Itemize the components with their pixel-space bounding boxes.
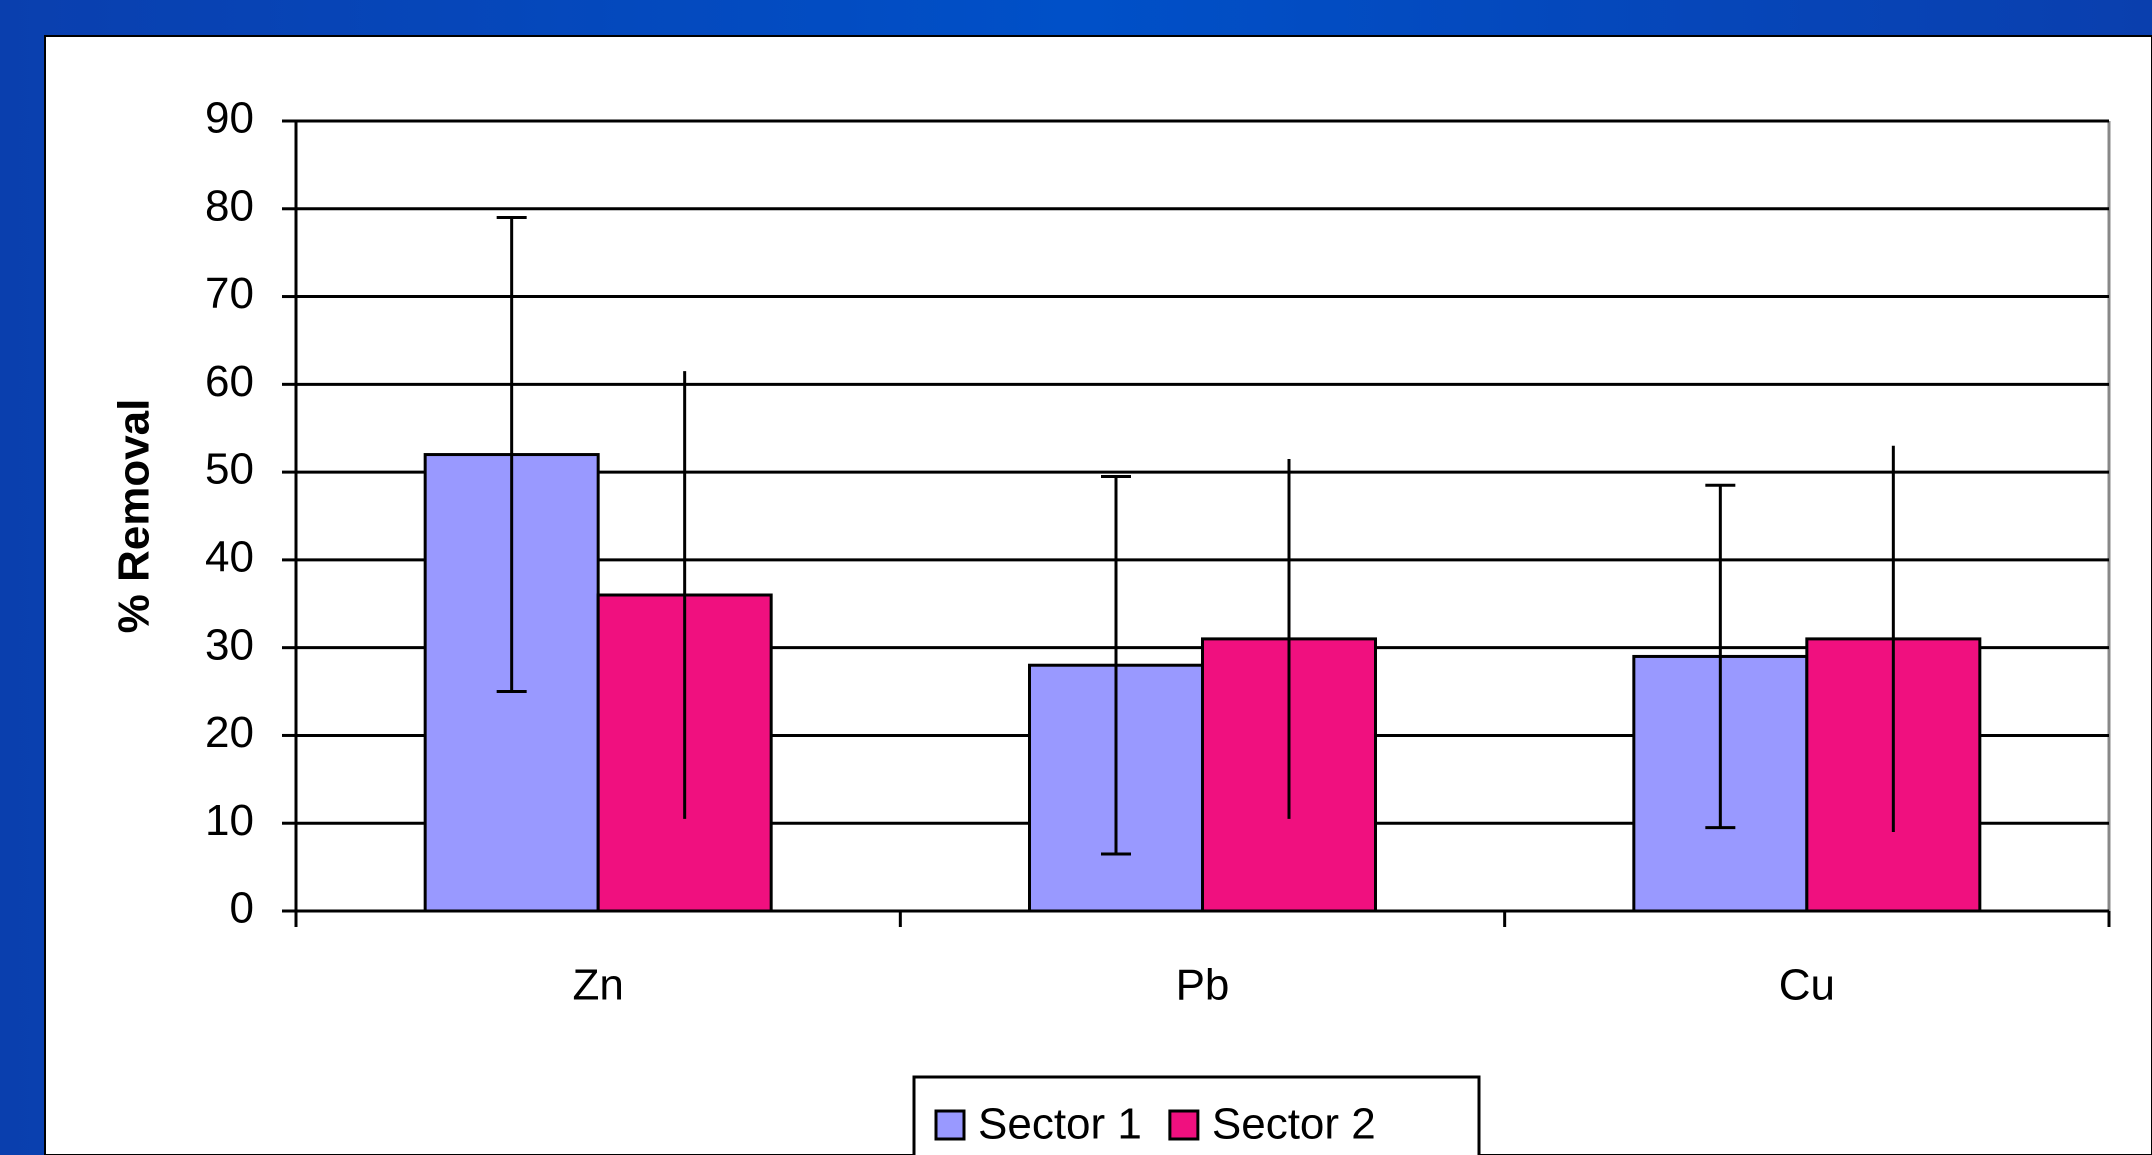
y-tick-label: 20	[205, 708, 254, 757]
y-tick-label: 50	[205, 445, 254, 494]
legend-box	[912, 1075, 1481, 1155]
y-tick-label: 40	[205, 533, 254, 582]
y-tick-label: 30	[205, 620, 254, 669]
chart-panel	[44, 35, 2152, 1155]
y-tick-label: 70	[205, 269, 254, 318]
error-bar	[1705, 483, 1736, 830]
x-tick-label: Cu	[1779, 961, 1835, 1010]
legend-label: Sector 1	[978, 1100, 1142, 1149]
x-tick-label: Zn	[572, 961, 623, 1010]
legend-swatch	[1168, 1109, 1200, 1141]
y-tick-label: 10	[205, 796, 254, 845]
legend-label: Sector 2	[1212, 1100, 1376, 1149]
y-axis-label: % Removal	[110, 399, 159, 634]
y-tick-label: 60	[205, 357, 254, 406]
x-tick-label: Pb	[1176, 961, 1230, 1010]
error-bar	[496, 216, 527, 694]
error-bar	[1101, 475, 1131, 856]
y-tick-label: 80	[205, 181, 254, 230]
legend-swatch	[934, 1109, 966, 1141]
y-tick-label: 90	[205, 94, 254, 143]
y-tick-label: 0	[230, 884, 254, 933]
